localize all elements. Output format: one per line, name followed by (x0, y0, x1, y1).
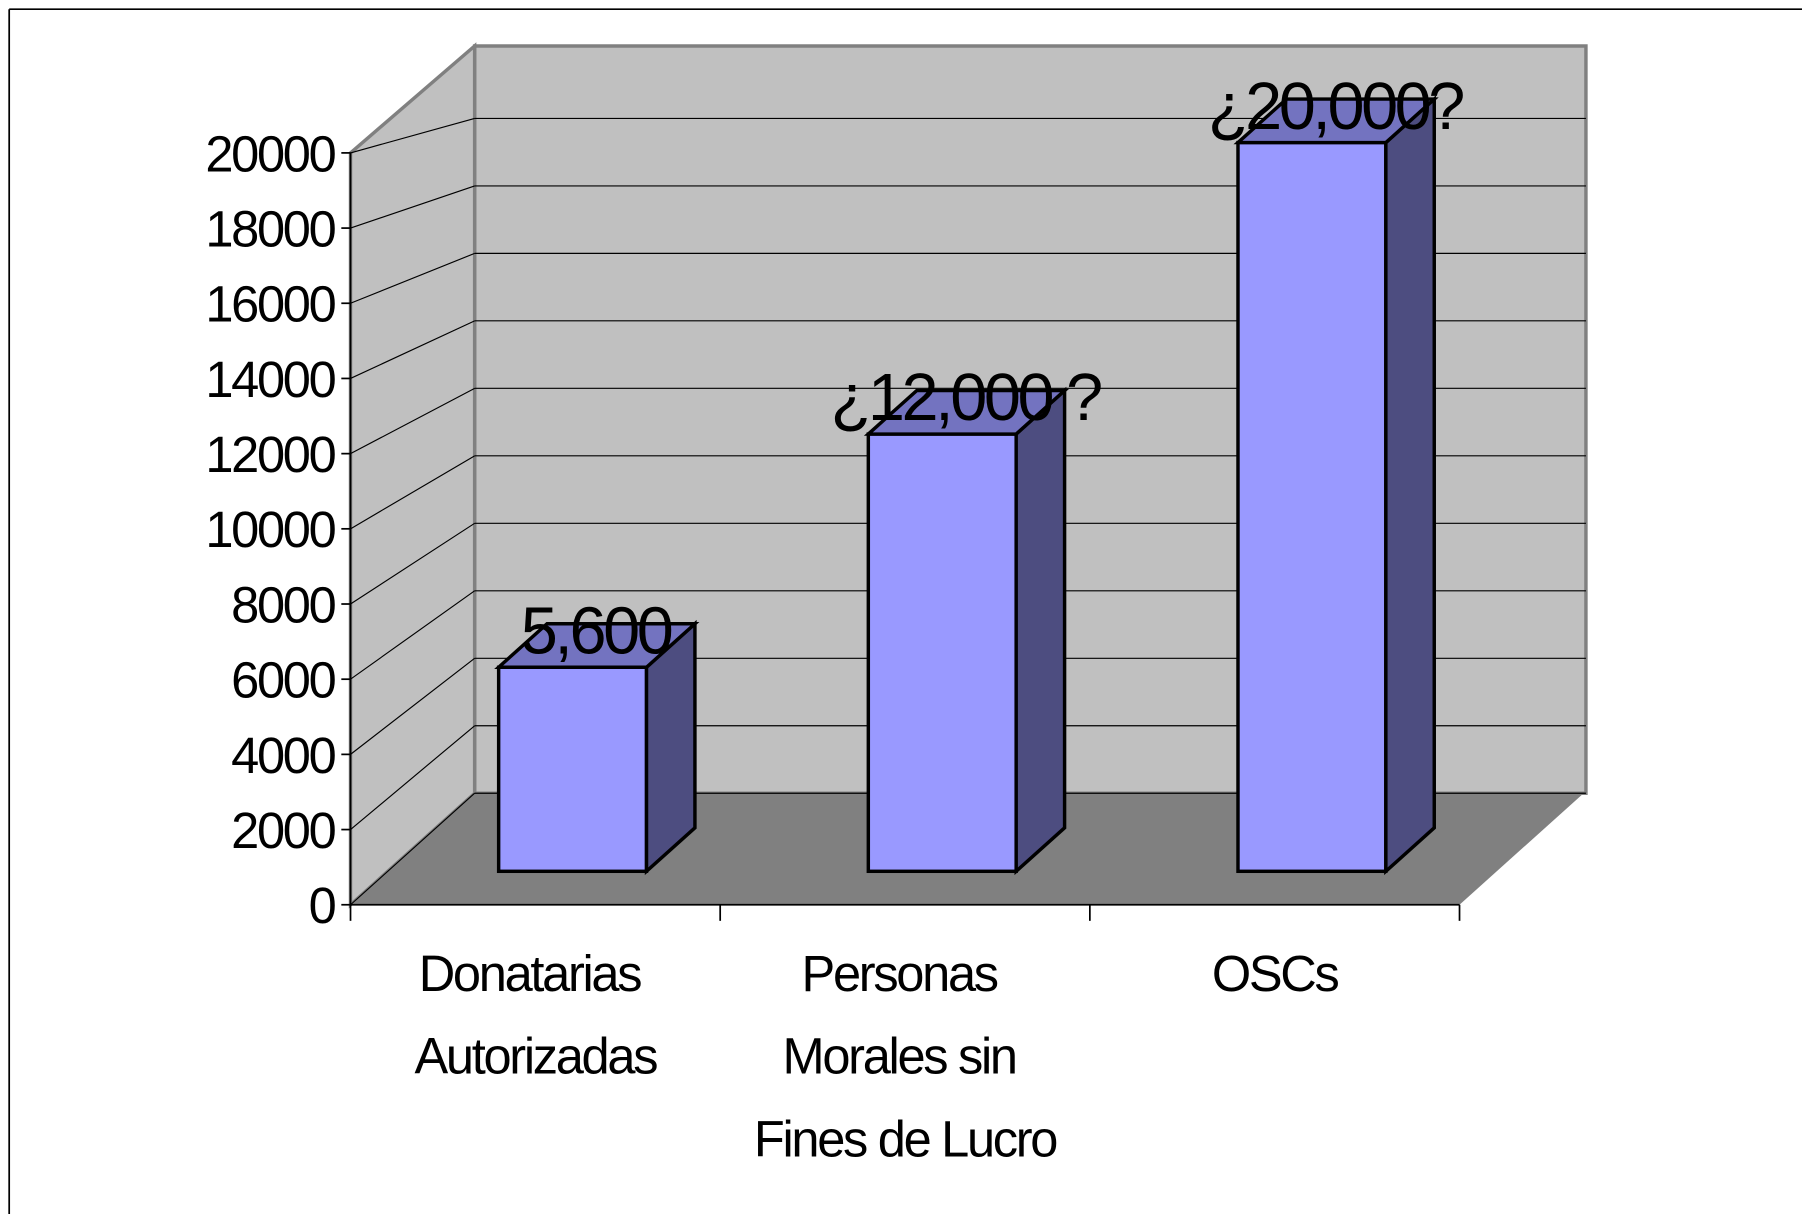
grid-line-side (350, 792, 476, 906)
x-tick-label-line: Morales sin (783, 1028, 1028, 1085)
bar-top (863, 388, 1070, 436)
x-tick-label-line: Donatarias (419, 945, 652, 1002)
grid-line-side (350, 725, 476, 831)
y-tick-label: 12000 (205, 426, 335, 483)
x-tick-label-line: Autorizadas (415, 1028, 658, 1085)
y-tick-label: 4000 (231, 727, 335, 784)
bar (866, 432, 1018, 874)
grid-line-side (350, 590, 475, 680)
value-label: ¿20,000? (1208, 70, 1463, 144)
bar (1236, 140, 1388, 874)
grid-line-side (350, 522, 475, 605)
grid-line-side (350, 387, 475, 455)
plot: 0 2000 4000 6000 8000 10000 12000 14000 16000 180… (8, 8, 1802, 1214)
y-tick-label: 2000 (231, 802, 335, 859)
y-tick-label: 20000 (205, 125, 335, 182)
grid-line-side (350, 320, 475, 379)
x-tick-label: Personas Morales sin Fines de Lucro (754, 945, 1056, 1168)
bar (496, 665, 649, 874)
y-tick-label: 16000 (205, 276, 335, 333)
side-wall (348, 42, 477, 909)
grid-line-side (350, 117, 475, 154)
value-label: 5,600 (521, 594, 672, 668)
bar-top (494, 622, 700, 669)
bar-side (1014, 386, 1067, 876)
x-tick-label-line: Personas (802, 945, 1009, 1002)
y-tick-label: 18000 (205, 200, 335, 257)
grid-line-side (350, 252, 475, 304)
grid-line-side (350, 455, 475, 530)
value-label: ¿12,000 ? (831, 361, 1101, 435)
bar-top (1233, 97, 1439, 145)
x-tick-label-line: OSCs (1212, 945, 1339, 1002)
grid-line-side (350, 657, 475, 755)
y-tick-label: 10000 (205, 501, 335, 558)
bar-side (1384, 95, 1436, 876)
y-tick-label: 8000 (231, 576, 335, 633)
y-tick-label: 14000 (205, 351, 335, 408)
y-tick-label: 6000 (231, 652, 335, 709)
x-tick-label: OSCs (1212, 945, 1339, 1002)
x-tick-label-line: Fines de Lucro (754, 1111, 1056, 1168)
grid-line-side (350, 185, 475, 229)
y-tick-label: 0 (309, 877, 336, 934)
x-tick-label: Donatarias Autorizadas (415, 945, 658, 1085)
